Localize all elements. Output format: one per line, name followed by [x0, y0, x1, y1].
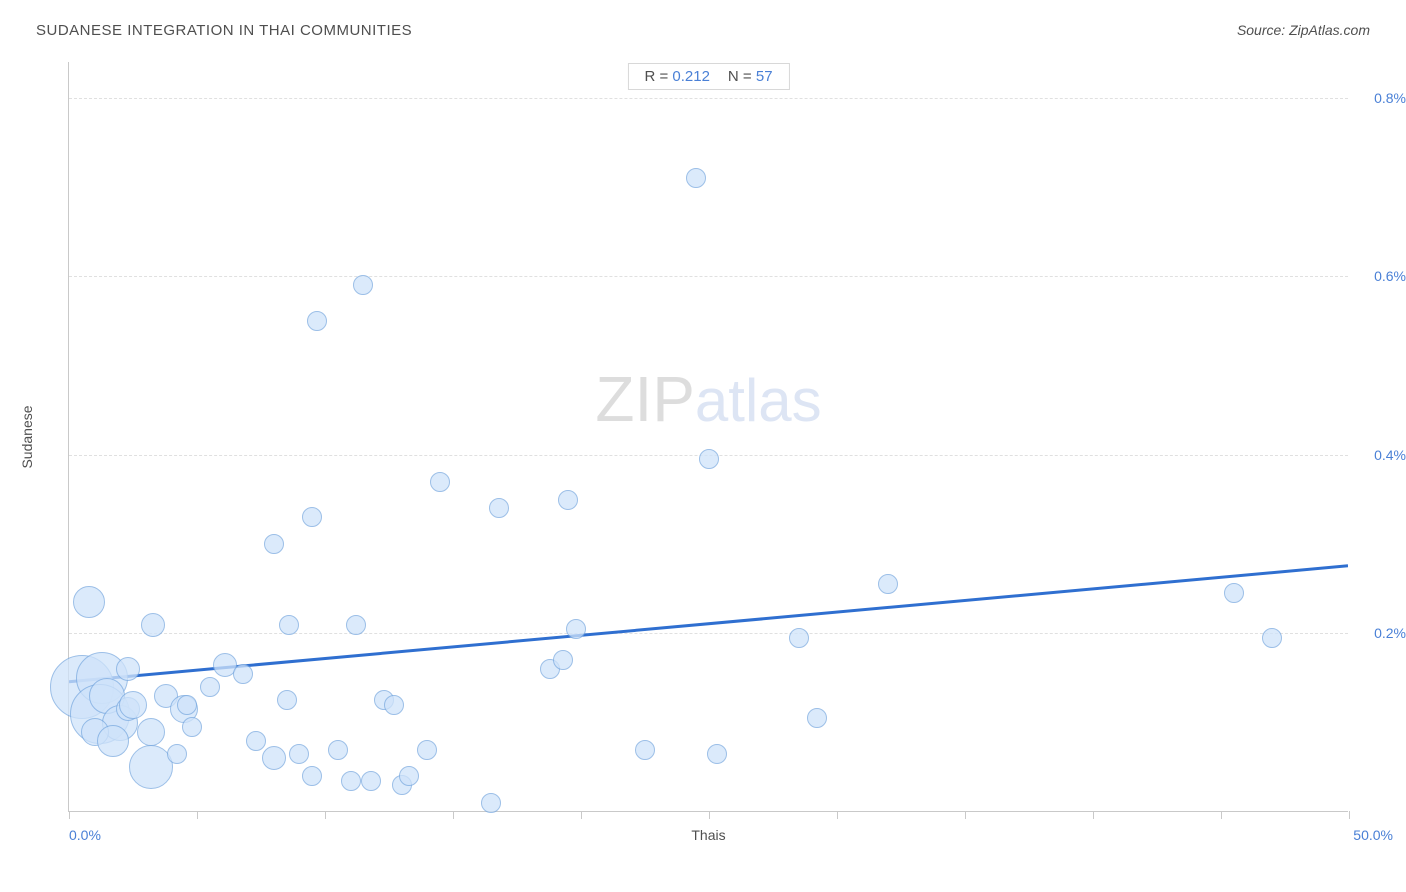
data-point[interactable] [361, 771, 381, 791]
x-tick [1093, 811, 1094, 819]
data-point[interactable] [264, 534, 284, 554]
x-tick [453, 811, 454, 819]
data-point[interactable] [1262, 628, 1282, 648]
data-point[interactable] [97, 725, 129, 757]
data-point[interactable] [233, 664, 253, 684]
chart-title: SUDANESE INTEGRATION IN THAI COMMUNITIES [36, 22, 412, 39]
x-tick [581, 811, 582, 819]
y-tick-label: 0.6% [1374, 268, 1406, 284]
data-point[interactable] [200, 677, 220, 697]
x-tick [965, 811, 966, 819]
data-point[interactable] [558, 490, 578, 510]
n-value: 57 [756, 68, 773, 85]
data-point[interactable] [346, 615, 366, 635]
data-point[interactable] [566, 619, 586, 639]
data-point[interactable] [878, 574, 898, 594]
data-point[interactable] [302, 507, 322, 527]
data-point[interactable] [279, 615, 299, 635]
data-point[interactable] [417, 740, 437, 760]
data-point[interactable] [141, 613, 165, 637]
y-tick-label: 0.2% [1374, 625, 1406, 641]
data-point[interactable] [635, 740, 655, 760]
data-point[interactable] [137, 718, 165, 746]
data-point[interactable] [177, 695, 197, 715]
data-point[interactable] [553, 650, 573, 670]
data-point[interactable] [302, 766, 322, 786]
watermark-part2: atlas [695, 367, 822, 434]
n-label: N = [728, 68, 756, 85]
data-point[interactable] [167, 744, 187, 764]
x-tick [837, 811, 838, 819]
data-point[interactable] [341, 771, 361, 791]
data-point[interactable] [1224, 583, 1244, 603]
x-tick [709, 811, 710, 819]
data-point[interactable] [328, 740, 348, 760]
data-point[interactable] [307, 311, 327, 331]
data-point[interactable] [182, 717, 202, 737]
gridline [69, 633, 1348, 634]
y-tick-label: 0.8% [1374, 90, 1406, 106]
data-point[interactable] [384, 695, 404, 715]
data-point[interactable] [789, 628, 809, 648]
x-axis-end: 50.0% [1353, 827, 1393, 843]
data-point[interactable] [807, 708, 827, 728]
source-label: Source: ZipAtlas.com [1237, 22, 1370, 38]
data-point[interactable] [699, 449, 719, 469]
data-point[interactable] [399, 766, 419, 786]
data-point[interactable] [430, 472, 450, 492]
data-point[interactable] [707, 744, 727, 764]
gridline [69, 98, 1348, 99]
watermark: ZIPatlas [595, 362, 821, 436]
x-axis-label: Thais [691, 827, 725, 843]
data-point[interactable] [73, 586, 105, 618]
x-axis-start: 0.0% [69, 827, 101, 843]
x-tick [325, 811, 326, 819]
data-point[interactable] [289, 744, 309, 764]
y-tick-label: 0.4% [1374, 447, 1406, 463]
data-point[interactable] [116, 657, 140, 681]
data-point[interactable] [489, 498, 509, 518]
data-point[interactable] [686, 168, 706, 188]
chart-header: SUDANESE INTEGRATION IN THAI COMMUNITIES… [36, 22, 1370, 52]
trend-line [69, 566, 1348, 682]
watermark-part1: ZIP [595, 363, 695, 435]
data-point[interactable] [353, 275, 373, 295]
x-tick [69, 811, 70, 819]
y-axis-label: Sudanese [19, 405, 35, 468]
r-value: 0.212 [672, 68, 710, 85]
data-point[interactable] [481, 793, 501, 813]
x-tick [1221, 811, 1222, 819]
data-point[interactable] [246, 731, 266, 751]
data-point[interactable] [262, 746, 286, 770]
x-tick [1349, 811, 1350, 819]
trend-svg [69, 62, 1348, 811]
data-point[interactable] [277, 690, 297, 710]
gridline [69, 276, 1348, 277]
data-point[interactable] [119, 691, 147, 719]
x-tick [197, 811, 198, 819]
stats-box: R = 0.212 N = 57 [627, 63, 789, 90]
r-label: R = [644, 68, 672, 85]
plot-area: ZIPatlas 0.2%0.4%0.6%0.8% R = 0.212N = 5… [68, 62, 1348, 812]
